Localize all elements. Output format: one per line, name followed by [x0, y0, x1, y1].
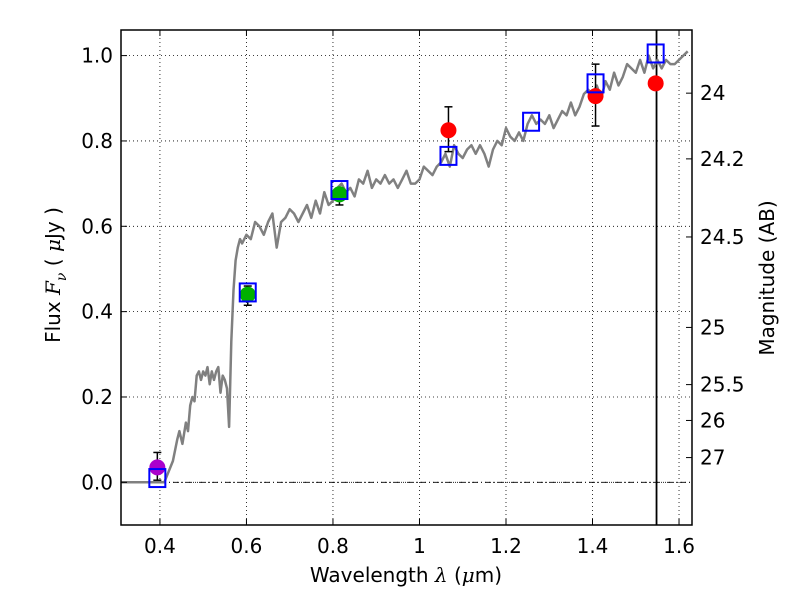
- x-tick-label: 1: [413, 534, 426, 558]
- model-photometry-box: [148, 468, 167, 489]
- red-point: [647, 75, 664, 92]
- x-tick-label: 1.6: [663, 534, 695, 558]
- model-photometry-box: [238, 282, 257, 303]
- y-axis-title: Flux Fν ( μJy ): [41, 207, 70, 343]
- y-tick-label: 0.4: [81, 300, 113, 324]
- magnitude-tick-label: 25: [700, 315, 725, 339]
- magnitude-tick-label: 27: [700, 446, 725, 470]
- magnitude-tick-label: 24.2: [700, 147, 745, 171]
- model-photometry-box: [586, 73, 605, 94]
- y-tick-label: 0.0: [81, 470, 113, 494]
- x-tick-label: 0.8: [317, 534, 349, 558]
- model-photometry-boxes: [148, 43, 665, 489]
- grid: [121, 30, 692, 525]
- y-tick-label: 0.6: [81, 214, 113, 238]
- red-point: [440, 122, 457, 139]
- model-photometry-box: [439, 145, 458, 166]
- x-tick-label: 0.6: [231, 534, 263, 558]
- magnitude-tick-label: 26: [700, 408, 725, 432]
- y-tick-label: 1.0: [81, 44, 113, 68]
- red-point: [587, 88, 604, 105]
- model-photometry-box: [330, 180, 349, 201]
- magnitude-tick-label: 24.5: [700, 225, 745, 249]
- x-axis-ticks: 0.4 0.6 0.8 1 1.2 1.4 1.6: [144, 30, 695, 558]
- model-photometry-box: [646, 43, 665, 64]
- magnitude-tick-label: 24: [700, 81, 725, 105]
- green-point: [239, 286, 256, 303]
- purple-point: [149, 459, 166, 476]
- magnitude-axis-title: Magnitude (AB): [755, 200, 779, 355]
- model-photometry-box: [522, 111, 541, 132]
- magnitude-axis-ticks: 24 24.2 24.5 25 25.5 26 27: [686, 81, 745, 470]
- x-tick-label: 0.4: [144, 534, 176, 558]
- y-tick-label: 0.8: [81, 129, 113, 153]
- magnitude-tick-label: 25.5: [700, 373, 745, 397]
- x-tick-label: 1.4: [577, 534, 609, 558]
- y-tick-label: 0.2: [81, 385, 113, 409]
- plot-frame: [120, 29, 693, 526]
- x-tick-label: 1.2: [490, 534, 522, 558]
- y-axis-ticks: 0.0 0.2 0.4 0.6 0.8 1.0: [81, 44, 127, 494]
- reference-lines: [121, 30, 692, 525]
- x-axis-title: Wavelength λ (μm): [310, 563, 502, 587]
